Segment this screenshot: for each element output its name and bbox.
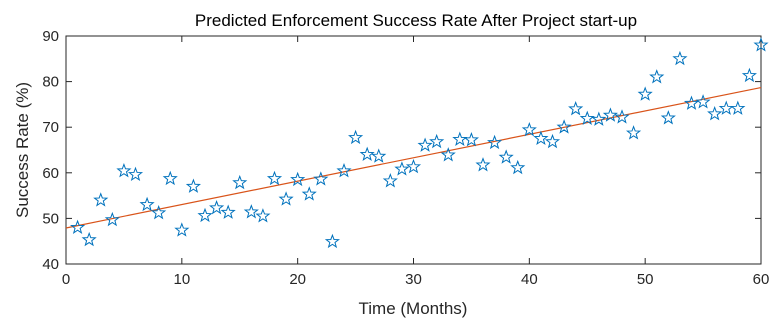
data-point-star xyxy=(209,199,225,215)
y-tick-label: 60 xyxy=(42,165,59,182)
data-point-star xyxy=(683,95,700,110)
data-point-star xyxy=(544,133,561,149)
data-point-star xyxy=(70,219,86,234)
data-point-star xyxy=(174,222,190,237)
data-point-star xyxy=(707,106,723,121)
data-point-star xyxy=(568,101,584,116)
data-point-star xyxy=(730,100,746,115)
data-point-star xyxy=(452,131,468,146)
data-point-star xyxy=(81,231,97,247)
x-axis-label: Time (Months) xyxy=(359,299,468,318)
data-point-star xyxy=(498,149,514,164)
y-tick-label: 70 xyxy=(42,119,59,136)
x-tick-label: 10 xyxy=(173,271,190,288)
data-point-star xyxy=(741,67,757,83)
data-point-star xyxy=(266,170,283,186)
data-point-star xyxy=(371,148,387,163)
data-point-star xyxy=(579,110,595,125)
data-point-star xyxy=(197,207,213,223)
data-point-star xyxy=(104,211,120,227)
x-tick-label: 30 xyxy=(405,271,422,288)
y-tick-label: 90 xyxy=(42,28,59,45)
data-point-star xyxy=(243,204,259,219)
data-point-star xyxy=(510,159,526,175)
data-point-star xyxy=(348,129,364,145)
chart-title: Predicted Enforcement Success Rate After… xyxy=(195,11,637,30)
x-tick-label: 40 xyxy=(521,271,538,288)
data-point-star xyxy=(649,69,665,84)
data-point-star xyxy=(301,186,317,201)
fit-line xyxy=(65,86,762,229)
data-point-star xyxy=(313,171,329,186)
y-tick-label: 50 xyxy=(42,210,59,227)
y-axis-label: Success Rate (%) xyxy=(13,82,32,218)
data-point-star xyxy=(116,163,132,178)
x-tick-label: 60 xyxy=(753,271,770,288)
data-point-star xyxy=(255,208,271,223)
plot-area xyxy=(65,35,762,265)
x-tick-label: 20 xyxy=(289,271,306,288)
data-point-star xyxy=(139,196,155,212)
data-point-star xyxy=(487,134,503,150)
data-point-star xyxy=(602,107,618,122)
data-point-star xyxy=(290,171,306,187)
data-point-star xyxy=(232,174,248,190)
data-point-star xyxy=(127,166,144,182)
data-point-star xyxy=(359,146,375,161)
y-tick-label: 40 xyxy=(42,256,59,273)
data-point-star xyxy=(324,233,340,249)
data-point-star xyxy=(695,94,711,109)
x-tick-label: 50 xyxy=(637,271,654,288)
axis-ticks: 0 10 20 30 40 50 60 40 50 60 70 80 90 xyxy=(42,28,769,288)
data-point-star xyxy=(417,137,433,152)
data-point-star xyxy=(220,204,236,219)
data-point-star xyxy=(533,130,549,146)
data-point-star xyxy=(591,111,607,126)
fit-line-layer xyxy=(65,86,762,229)
data-point-star xyxy=(614,109,630,124)
data-point-star xyxy=(151,204,167,220)
data-points-layer xyxy=(70,37,769,249)
data-point-star xyxy=(394,161,410,176)
data-point-star xyxy=(162,170,178,186)
data-point-star xyxy=(185,178,201,193)
data-point-star xyxy=(405,158,422,174)
data-point-star xyxy=(626,125,642,140)
data-point-star xyxy=(429,133,445,149)
data-point-star xyxy=(382,173,398,188)
data-point-star xyxy=(521,121,537,137)
data-point-star xyxy=(637,86,653,101)
data-point-star xyxy=(753,37,769,52)
y-tick-label: 80 xyxy=(42,74,59,91)
data-point-star xyxy=(440,147,456,162)
data-point-star xyxy=(660,110,676,125)
data-point-star xyxy=(93,192,109,207)
data-point-star xyxy=(556,119,572,134)
data-point-star xyxy=(336,163,352,178)
data-point-star xyxy=(475,157,491,172)
data-point-star xyxy=(278,191,294,206)
x-tick-label: 0 xyxy=(62,271,70,288)
data-point-star xyxy=(463,132,479,147)
data-point-star xyxy=(672,50,688,66)
